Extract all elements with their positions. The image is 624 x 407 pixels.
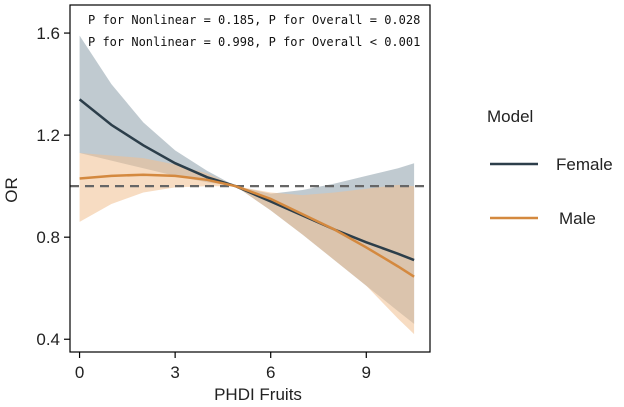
plot-frame	[69, 4, 431, 353]
x-tick-label: 6	[266, 363, 275, 382]
annotation-male: P for Nonlinear = 0.998, P for Overall <…	[88, 35, 420, 49]
y-axis-title: OR	[2, 177, 21, 203]
y-axis-ticks: 0.4 0.8 1.2 1.6	[36, 24, 70, 349]
confidence-bands	[79, 35, 415, 335]
confidence-band-male	[79, 153, 415, 335]
y-tick-label: 0.4	[36, 330, 60, 349]
x-tick-label: 3	[170, 363, 179, 382]
legend-label-male: Male	[559, 209, 596, 228]
x-axis-title: PHDI Fruits	[214, 385, 302, 404]
y-tick-label: 1.6	[36, 24, 60, 43]
y-tick-label: 1.2	[36, 126, 60, 145]
legend: Model Female Male	[487, 107, 613, 228]
legend-title: Model	[487, 107, 533, 126]
annotation-female: P for Nonlinear = 0.185, P for Overall =…	[88, 13, 420, 27]
legend-label-female: Female	[556, 155, 613, 174]
x-tick-label: 0	[75, 363, 84, 382]
y-tick-label: 0.8	[36, 228, 60, 247]
x-tick-label: 9	[362, 363, 371, 382]
x-axis-ticks: 0 3 6 9	[75, 352, 371, 382]
series-line-male	[79, 173, 415, 278]
series-lines	[78, 98, 415, 278]
